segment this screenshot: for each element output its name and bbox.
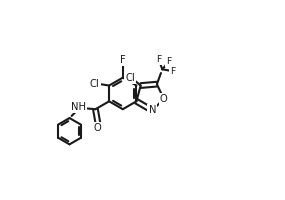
- Text: F: F: [120, 55, 126, 65]
- Text: F: F: [156, 55, 161, 64]
- Text: O: O: [94, 123, 102, 133]
- Text: F: F: [166, 57, 172, 66]
- Text: Cl: Cl: [125, 73, 135, 83]
- Text: O: O: [160, 94, 168, 104]
- Text: Cl: Cl: [90, 79, 99, 89]
- Text: NH: NH: [71, 102, 86, 112]
- Text: F: F: [170, 67, 175, 76]
- Text: N: N: [148, 105, 156, 115]
